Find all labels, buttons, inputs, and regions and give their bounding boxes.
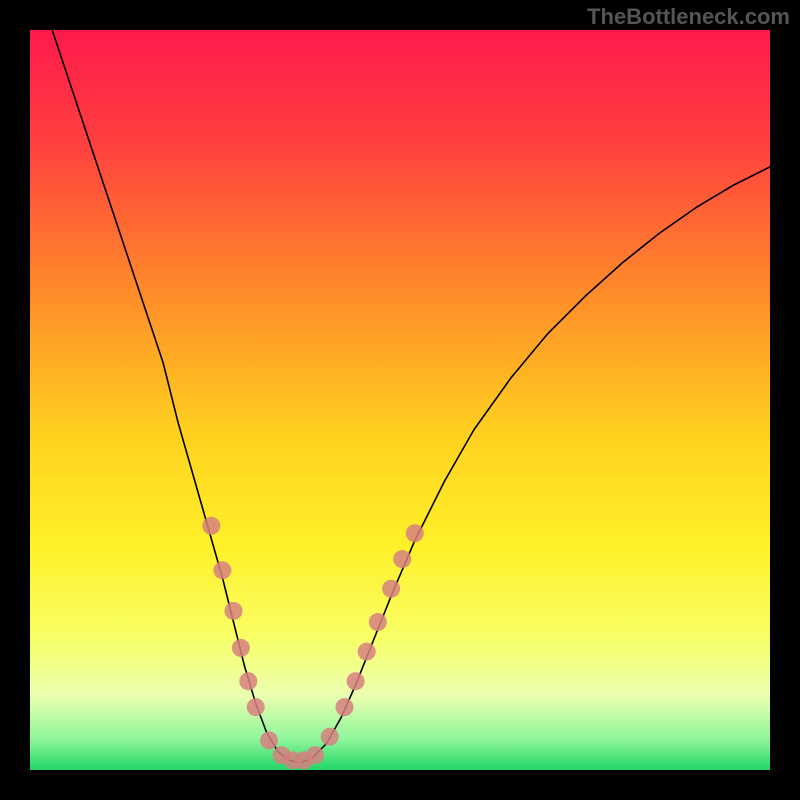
marker-dot bbox=[247, 698, 265, 716]
marker-dot bbox=[225, 602, 243, 620]
chart-root: TheBottleneck.com bbox=[0, 0, 800, 800]
marker-dot bbox=[369, 613, 387, 631]
marker-dot bbox=[382, 580, 400, 598]
marker-dot bbox=[336, 698, 354, 716]
marker-dot bbox=[358, 643, 376, 661]
marker-dot bbox=[232, 639, 250, 657]
gradient-background bbox=[30, 30, 770, 770]
marker-dot bbox=[393, 550, 411, 568]
watermark-label: TheBottleneck.com bbox=[587, 4, 790, 30]
marker-dot bbox=[321, 728, 339, 746]
marker-dot bbox=[260, 731, 278, 749]
marker-dot bbox=[406, 524, 424, 542]
marker-dot bbox=[202, 517, 220, 535]
marker-dot bbox=[306, 746, 324, 764]
marker-dot bbox=[239, 672, 257, 690]
marker-dot bbox=[213, 561, 231, 579]
chart-svg bbox=[0, 0, 800, 800]
marker-dot bbox=[347, 672, 365, 690]
